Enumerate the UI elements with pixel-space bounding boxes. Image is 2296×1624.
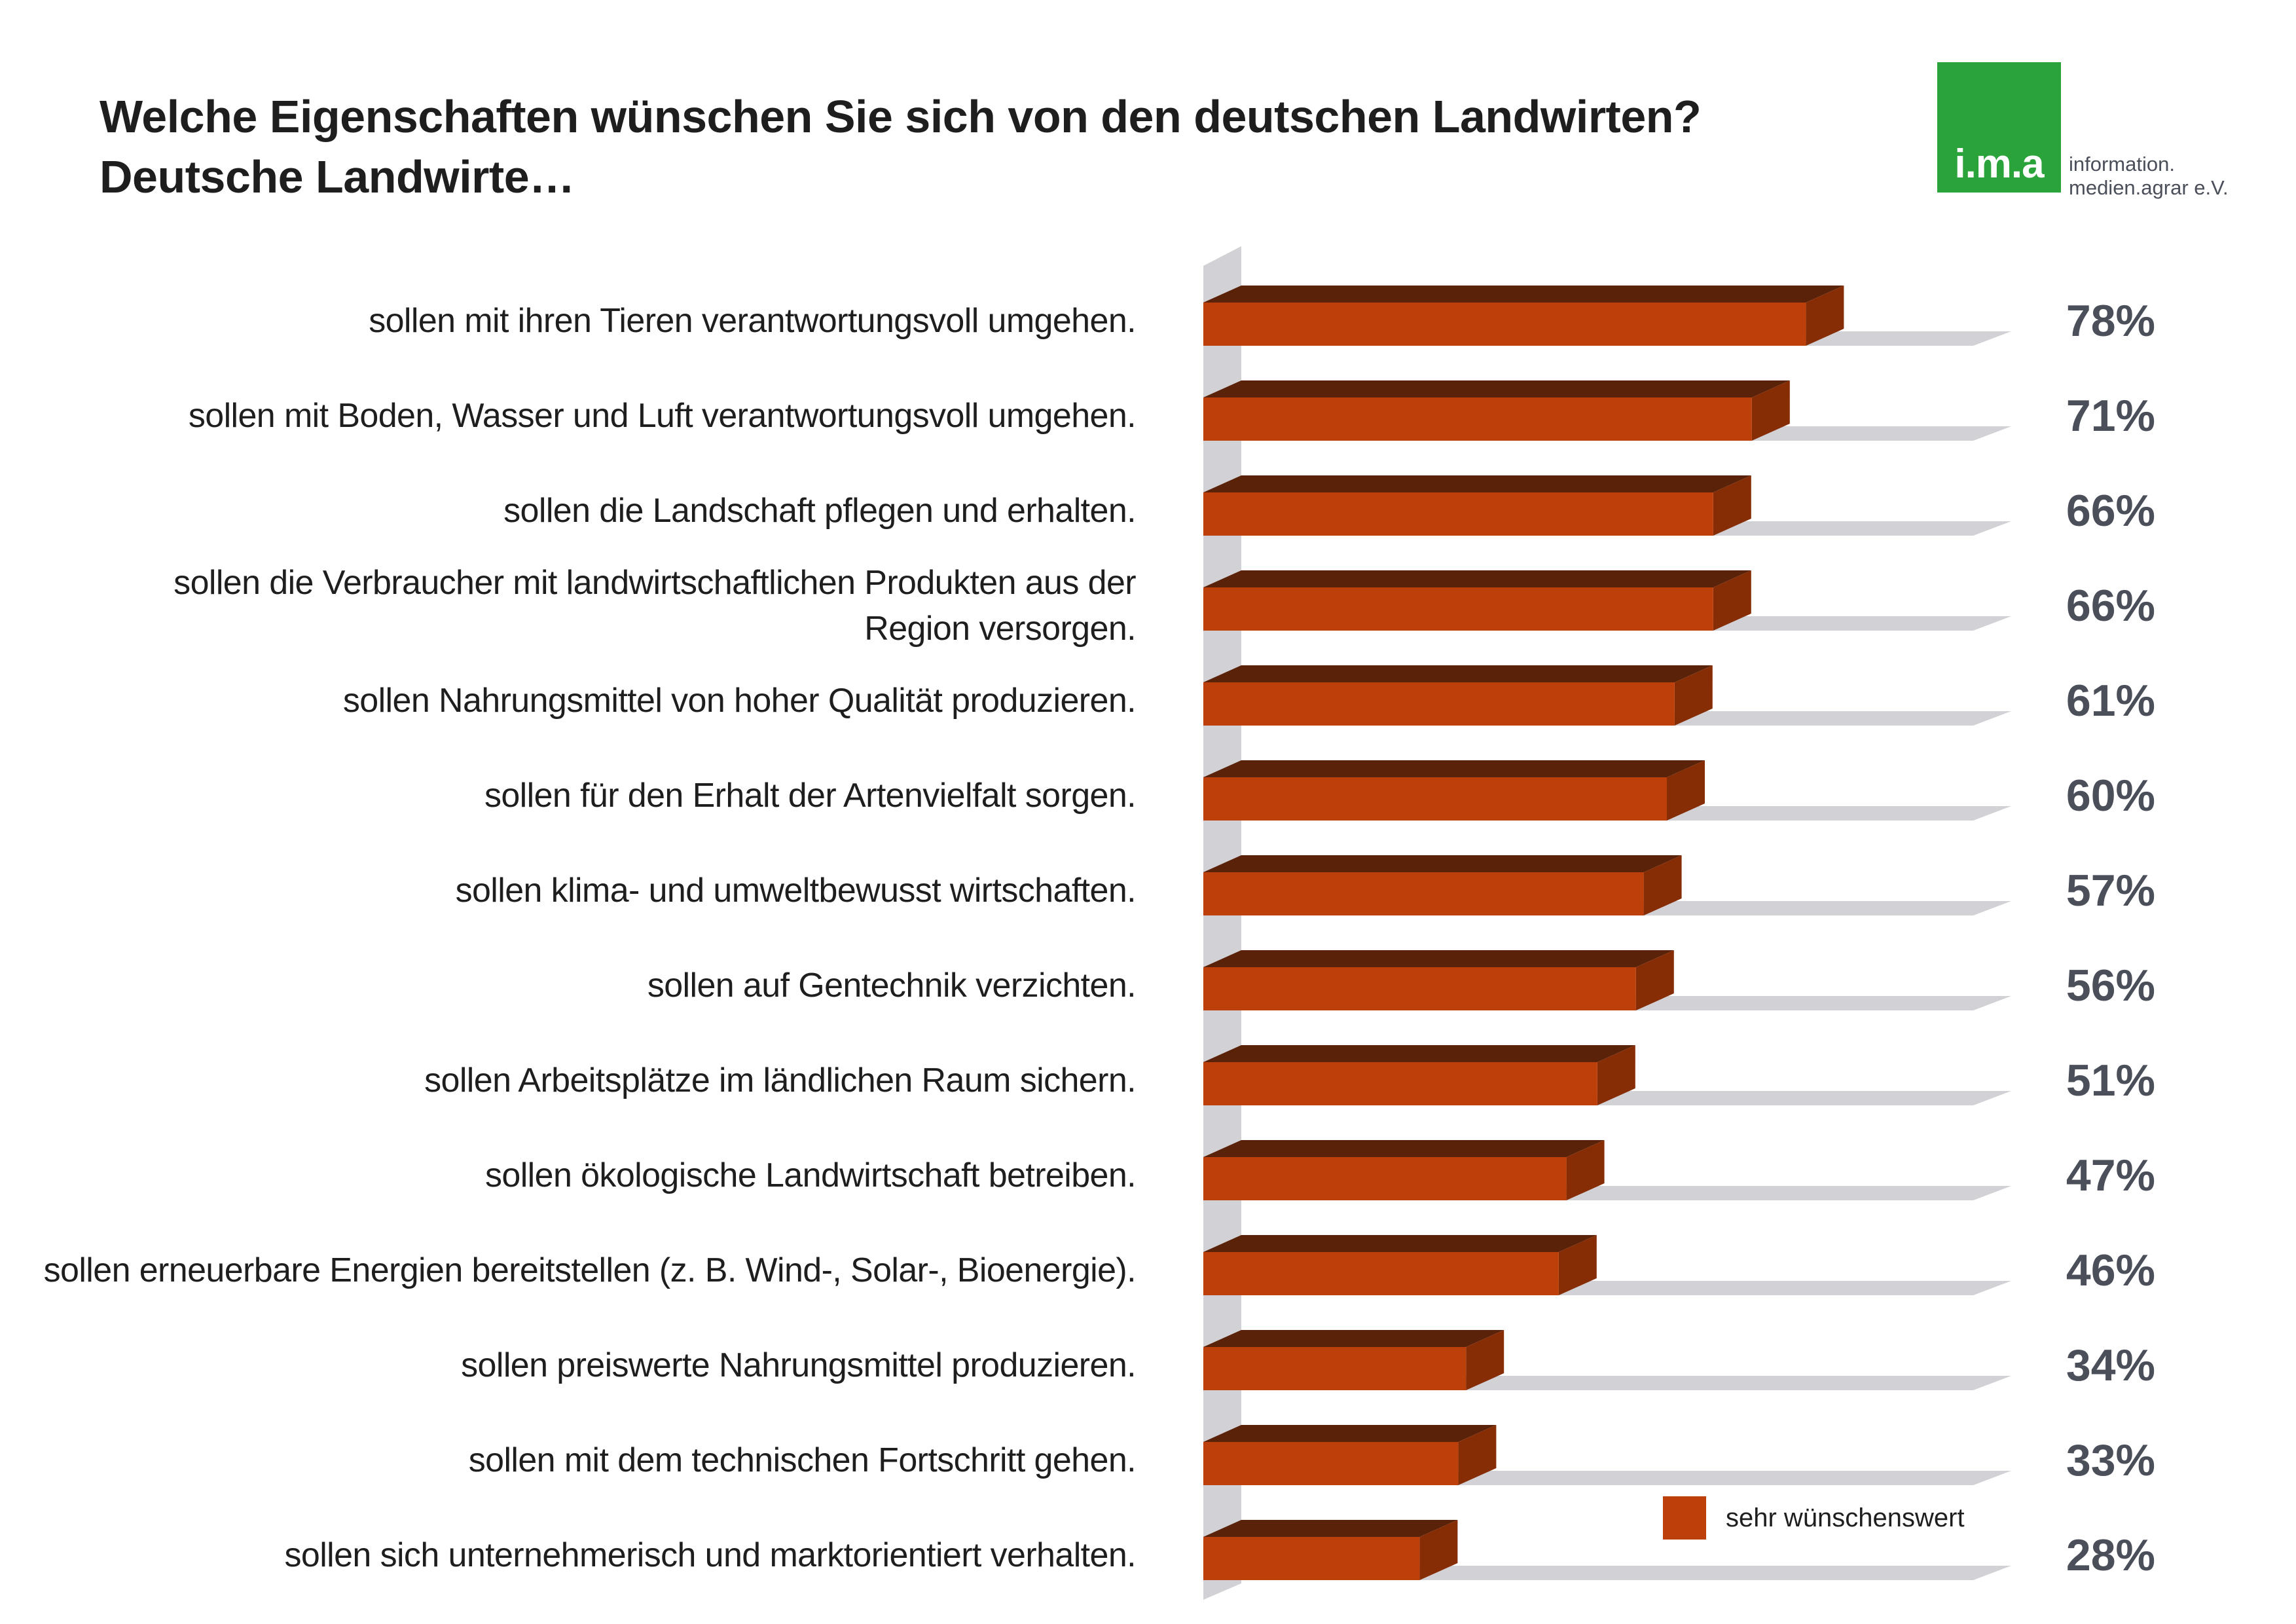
bar: [1203, 1157, 1567, 1200]
bar-side-face: [1597, 1045, 1635, 1105]
bar-top-face: [1203, 475, 1751, 492]
bar: [1203, 872, 1644, 915]
legend-swatch: [1663, 1496, 1706, 1540]
bar: [1203, 1347, 1467, 1390]
value-label: 57%: [2066, 866, 2155, 915]
value-label: 47%: [2066, 1151, 2155, 1200]
category-label: sollen preiswerte Nahrungsmittel produzi…: [461, 1346, 1136, 1384]
bar-top-face: [1203, 1330, 1504, 1347]
category-label: sollen mit dem technischen Fortschritt g…: [469, 1441, 1136, 1479]
category-label: sollen Arbeitsplätze im ländlichen Raum …: [424, 1061, 1136, 1099]
bar-top-face: [1203, 1425, 1497, 1442]
logo-org-line-2: medien.agrar e.V.: [2069, 176, 2229, 199]
category-label: sollen Nahrungsmittel von hoher Qualität…: [343, 682, 1136, 720]
bar: [1203, 967, 1636, 1010]
logo-mark: i.m.a: [1954, 141, 2044, 187]
bar-top-face: [1203, 760, 1705, 777]
value-label: 71%: [2066, 391, 2155, 441]
value-label: 60%: [2066, 771, 2155, 821]
value-label: 33%: [2066, 1435, 2155, 1485]
bar-top-face: [1203, 665, 1713, 682]
logo-org-line-1: information.: [2069, 153, 2175, 175]
value-label: 78%: [2066, 296, 2155, 346]
category-label: sollen klima- und umweltbewusst wirtscha…: [456, 872, 1136, 910]
value-label: 66%: [2066, 486, 2155, 536]
value-label: 51%: [2066, 1056, 2155, 1105]
bar-top-face: [1203, 570, 1751, 587]
category-label: sollen für den Erhalt der Artenvielfalt …: [484, 777, 1136, 815]
title-line-1: Welche Eigenschaften wünschen Sie sich v…: [100, 91, 1702, 142]
bar-top-face: [1203, 1140, 1605, 1157]
category-label: sollen ökologische Landwirtschaft betrei…: [485, 1156, 1136, 1194]
bar-side-face: [1674, 665, 1713, 726]
bar: [1203, 682, 1675, 726]
value-label: 61%: [2066, 676, 2155, 726]
category-label: sollen mit Boden, Wasser und Luft verant…: [189, 397, 1136, 435]
value-label: 66%: [2066, 581, 2155, 631]
bar: [1203, 492, 1713, 536]
bar-side-face: [1643, 855, 1682, 915]
bar-side-face: [1806, 286, 1844, 346]
bar-side-face: [1419, 1520, 1458, 1580]
value-label: 56%: [2066, 961, 2155, 1010]
bar: [1203, 1062, 1597, 1105]
legend-label: sehr wünschenswert: [1726, 1503, 1965, 1532]
ima-logo: i.m.a: [1937, 62, 2061, 193]
category-label: sollen die Landschaft pflegen und erhalt…: [503, 492, 1136, 530]
value-label: 28%: [2066, 1530, 2155, 1580]
bar: [1203, 777, 1667, 821]
bar: [1203, 303, 1806, 346]
bar: [1203, 397, 1752, 441]
chart-title: Welche Eigenschaften wünschen Sie sich v…: [100, 86, 1702, 207]
category-label: sollen die Verbraucher mit landwirtschaf…: [173, 564, 1136, 602]
value-label: 34%: [2066, 1340, 2155, 1390]
bar-side-face: [1635, 950, 1674, 1010]
bar-top-face: [1203, 1235, 1597, 1252]
bar-side-face: [1558, 1235, 1597, 1295]
chart-legend: sehr wünschenswert: [1663, 1496, 1965, 1540]
bar: [1203, 1442, 1459, 1485]
logo-organization: information. medien.agrar e.V.: [2069, 153, 2229, 200]
bar-top-face: [1203, 950, 1674, 967]
bar: [1203, 587, 1713, 631]
category-label: sollen mit ihren Tieren verantwortungsvo…: [369, 302, 1136, 340]
bar-top-face: [1203, 1520, 1458, 1537]
bar-side-face: [1751, 380, 1790, 441]
bar-side-face: [1466, 1330, 1504, 1390]
bar: [1203, 1252, 1559, 1295]
category-label: sollen sich unternehmerisch und marktori…: [284, 1536, 1136, 1574]
category-label: sollen auf Gentechnik verzichten.: [647, 967, 1136, 1005]
bar-side-face: [1713, 570, 1751, 631]
category-label: Region versorgen.: [864, 610, 1136, 648]
bar-side-face: [1458, 1425, 1497, 1485]
bar-top-face: [1203, 1045, 1635, 1062]
axis-wall: [1203, 246, 1241, 1600]
title-line-2: Deutsche Landwirte…: [100, 151, 575, 202]
bar-top-face: [1203, 286, 1844, 303]
value-label: 46%: [2066, 1246, 2155, 1295]
bar-side-face: [1713, 475, 1751, 536]
bar-top-face: [1203, 855, 1682, 872]
bar-top-face: [1203, 380, 1790, 397]
bar: [1203, 1537, 1420, 1580]
category-label: sollen erneuerbare Energien bereitstelle…: [44, 1251, 1136, 1289]
bar-side-face: [1566, 1140, 1605, 1200]
bar-side-face: [1667, 760, 1705, 821]
